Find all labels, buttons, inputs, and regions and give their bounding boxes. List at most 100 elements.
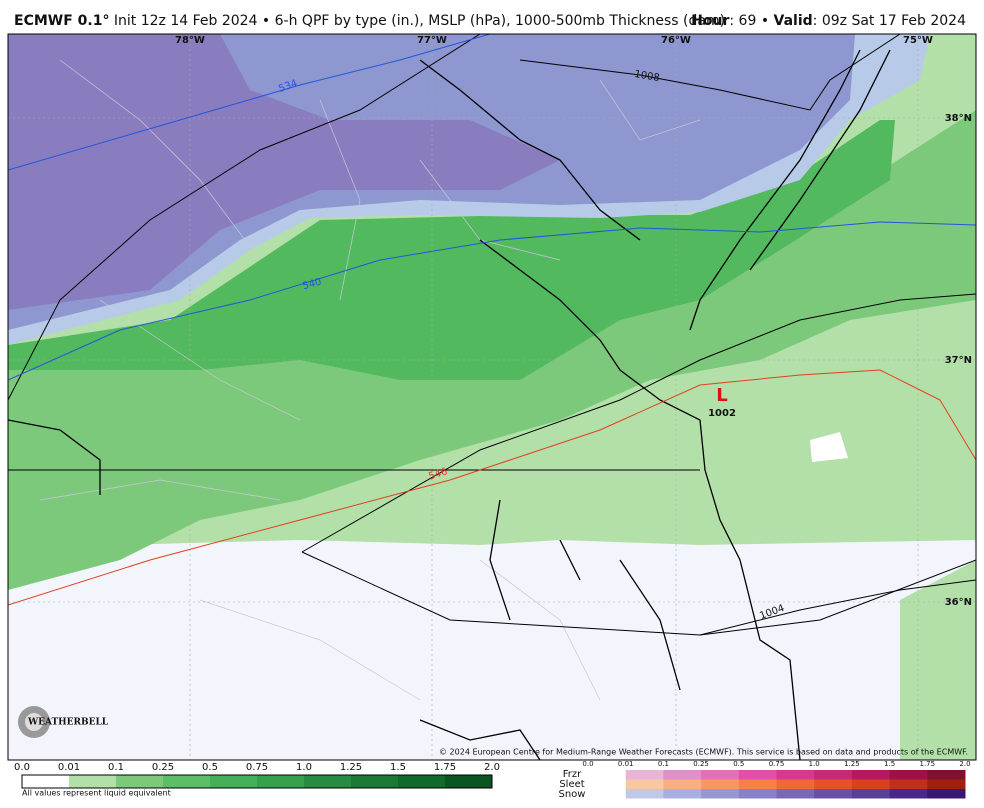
heavy-rain xyxy=(8,120,895,380)
mix-swatch xyxy=(851,779,891,789)
low-pressure: 1002 xyxy=(708,408,736,419)
rain-swatch xyxy=(398,775,445,788)
mix-tick: 1.25 xyxy=(844,760,860,768)
mix-swatch xyxy=(588,779,627,789)
mix-tick: 1.5 xyxy=(884,760,895,768)
mix-swatch xyxy=(701,770,740,780)
mix-swatch xyxy=(625,779,664,789)
mix-swatch xyxy=(625,770,664,780)
rain-tick: 1.0 xyxy=(296,762,312,773)
rain-swatch xyxy=(22,775,69,788)
rain-tick: 2.0 xyxy=(484,762,500,773)
mix-tick: 0.1 xyxy=(658,760,669,768)
rain-swatch xyxy=(210,775,257,788)
low-symbol: L xyxy=(716,385,727,406)
mix-tick: 1.75 xyxy=(920,760,936,768)
longitude-label: 75°W xyxy=(903,35,933,46)
rain-tick: 0.1 xyxy=(108,762,124,773)
type-label: Sleet xyxy=(559,779,584,790)
rain-swatch xyxy=(445,775,492,788)
rain-swatch xyxy=(257,775,304,788)
rain-tick: 0.01 xyxy=(58,762,80,773)
mix-swatch xyxy=(814,789,853,799)
rain-tick: 1.75 xyxy=(434,762,456,773)
latitude-label: 36°N xyxy=(945,597,972,608)
light-rain xyxy=(900,560,976,760)
mix-tick: 0.01 xyxy=(618,760,634,768)
mix-tick: 1.0 xyxy=(809,760,820,768)
hour-label: Hour xyxy=(691,13,729,29)
mix-swatch xyxy=(889,789,928,799)
mix-swatch xyxy=(588,789,627,799)
rain-swatch xyxy=(116,775,163,788)
mix-swatch xyxy=(625,789,664,799)
mix-swatch xyxy=(776,770,815,780)
rain-tick: 0.75 xyxy=(246,762,268,773)
rain-swatch xyxy=(351,775,398,788)
longitude-label: 77°W xyxy=(417,35,447,46)
copyright: © 2024 European Centre for Medium-Range … xyxy=(439,748,968,757)
type-label: Snow xyxy=(559,789,586,800)
mix-swatch xyxy=(776,779,815,789)
header-left: ECMWF 0.1° Init 12z 14 Feb 2024 • 6-h QP… xyxy=(14,13,725,29)
longitude-label: 78°W xyxy=(175,35,205,46)
rain-tick: 0.0 xyxy=(14,762,30,773)
mix-tick: 0.5 xyxy=(733,760,744,768)
mix-swatch xyxy=(927,770,966,780)
mix-tick: 2.0 xyxy=(959,760,970,768)
no-precip xyxy=(8,540,976,760)
coastline xyxy=(8,49,891,760)
rain-frame xyxy=(21,774,493,789)
mix-swatch xyxy=(588,770,627,780)
mix-swatch xyxy=(889,779,928,789)
rain-swatch xyxy=(304,775,351,788)
valid-value: : 09z Sat 17 Feb 2024 xyxy=(813,13,966,29)
mix-swatch xyxy=(663,789,702,799)
longitude-label: 76°W xyxy=(661,35,691,46)
valid-label: Valid xyxy=(774,13,813,29)
mix-swatch xyxy=(851,770,891,780)
mix-swatch xyxy=(701,789,740,799)
description: Init 12z 14 Feb 2024 • 6-h QPF by type (… xyxy=(114,13,725,29)
model: ECMWF 0.1° xyxy=(14,13,109,29)
mix-swatch xyxy=(814,770,853,780)
rain-tick: 0.25 xyxy=(152,762,174,773)
mix-tick: 0.75 xyxy=(769,760,785,768)
mix-swatch xyxy=(814,779,853,789)
rain-tick: 1.25 xyxy=(340,762,362,773)
mix-swatch xyxy=(701,779,740,789)
mix-swatch xyxy=(889,770,928,780)
rain-swatch xyxy=(69,775,116,788)
thickness xyxy=(8,34,976,606)
mix-swatch xyxy=(663,770,702,780)
thickness-label: 540 xyxy=(301,277,322,293)
hour-value: : 69 • xyxy=(729,13,773,29)
mix-swatch xyxy=(738,770,777,780)
mix-swatch xyxy=(738,789,777,799)
snow-heavy xyxy=(8,34,560,310)
rain-swatch xyxy=(163,775,210,788)
mix-tick: 0.25 xyxy=(693,760,709,768)
mix-swatch xyxy=(738,779,777,789)
rain-tick: 0.5 xyxy=(202,762,218,773)
rain-tick: 1.5 xyxy=(390,762,406,773)
logo-text: WEATHERBELL xyxy=(27,718,109,728)
logo-icon xyxy=(18,706,50,738)
latitude-label: 38°N xyxy=(945,113,972,124)
map-frame xyxy=(7,33,977,761)
header-right: Hour: 69 • Valid: 09z Sat 17 Feb 2024 xyxy=(691,13,966,29)
mix-swatch xyxy=(663,779,702,789)
latitude-label: 37°N xyxy=(945,355,972,366)
type-label: Frzr xyxy=(563,769,582,780)
mix-swatch xyxy=(776,789,815,799)
no-precip xyxy=(810,432,848,462)
isobar-label: 1008 xyxy=(633,69,660,84)
mix-swatch xyxy=(927,789,966,799)
isobars xyxy=(8,34,976,636)
mix-tick: 0.0 xyxy=(582,760,593,768)
legend-note: All values represent liquid equivalent xyxy=(22,789,171,798)
map xyxy=(8,34,976,760)
mix-swatch xyxy=(927,779,966,789)
mix-swatch xyxy=(851,789,891,799)
